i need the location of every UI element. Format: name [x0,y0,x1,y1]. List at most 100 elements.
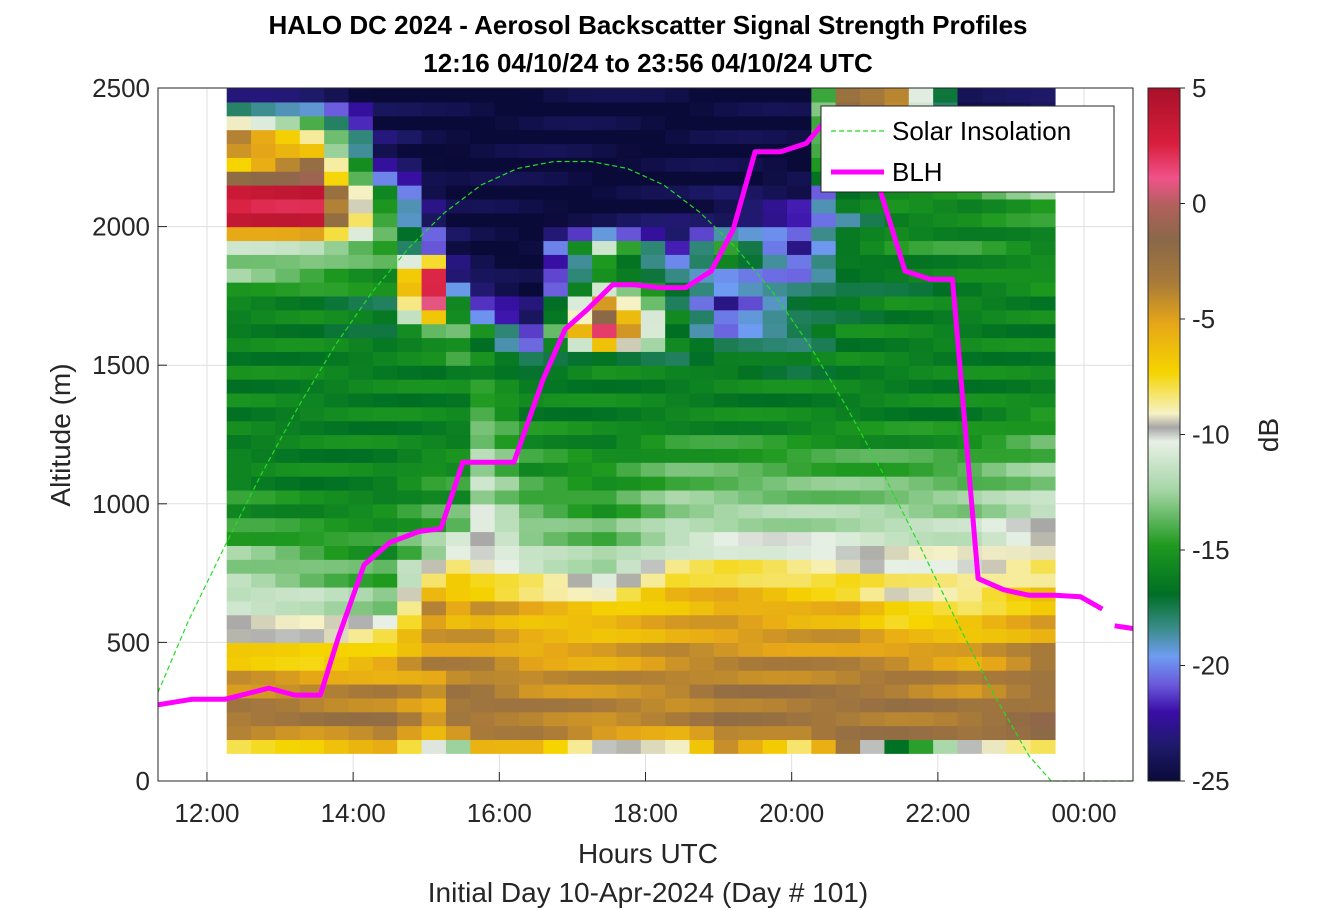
heatmap-cell [860,392,886,408]
heatmap-cell [689,185,715,200]
heatmap-cell [519,185,544,200]
heatmap-cell [592,725,618,741]
heatmap-cell [640,171,666,186]
heatmap-cell [543,476,569,491]
heatmap-cell [640,309,666,325]
heatmap-cell [519,600,544,616]
heatmap-cell [299,559,325,574]
heatmap-cell [957,711,983,727]
heatmap-cell [592,351,618,366]
heatmap-cell [908,697,934,713]
heatmap-cell [324,143,350,158]
heatmap-cell [1006,476,1032,491]
heatmap-cell [275,295,301,311]
heatmap-cell [786,683,812,699]
heatmap-cell [421,448,447,463]
heatmap-cell [324,503,350,519]
heatmap-cell [665,309,691,325]
heatmap-cell [372,143,398,158]
heatmap-cell [616,573,642,588]
heatmap-cell [738,295,764,311]
heatmap-cell [324,573,350,588]
heatmap-cell [494,129,520,145]
heatmap-cell [226,115,252,131]
heatmap-cell [616,517,642,533]
heatmap-cell [786,268,812,283]
heatmap-cell [519,309,544,325]
heatmap-cell [348,628,374,643]
heatmap-cell [1030,545,1056,560]
heatmap-cell [884,476,910,491]
heatmap-cell [616,143,642,158]
heatmap-cell [567,406,593,422]
heatmap-cell [592,683,618,699]
heatmap-cell [640,392,666,408]
heatmap-cell [494,586,520,602]
heatmap-cell [348,476,374,491]
heatmap-cell [933,254,959,269]
heatmap-cell [738,309,764,325]
heatmap-cell [640,129,666,145]
heatmap-cell [1006,697,1032,713]
heatmap-cell [957,670,983,685]
heatmap-cell [884,614,910,630]
heatmap-cell [640,531,666,546]
heatmap-cell [494,476,520,491]
heatmap-cell [762,240,788,255]
heatmap-cell [226,448,252,463]
heatmap-cell [786,573,812,588]
heatmap-cell [299,379,325,394]
heatmap-cell [470,323,496,339]
heatmap-cell [957,531,983,546]
heatmap-cell [226,628,252,643]
heatmap-cell [616,115,642,131]
heatmap-cell [860,476,886,491]
heatmap-cell [908,365,934,380]
heatmap-cell [689,503,715,519]
heatmap-cell [640,586,666,602]
heatmap-cell [494,503,520,519]
heatmap-cell [762,226,788,242]
heatmap-cell [421,614,447,630]
heatmap-cell [835,739,861,754]
heatmap-cell [494,351,520,366]
heatmap-cell [689,683,715,699]
heatmap-cell [397,656,423,671]
heatmap-cell [421,476,447,491]
heatmap-cell [397,351,423,366]
heatmap-cell [519,462,544,477]
heatmap-cell [1030,240,1056,255]
heatmap-cell [689,240,715,255]
heatmap-cell [445,295,471,311]
heatmap-cell [470,697,496,713]
heatmap-cell [519,351,544,366]
heatmap-cell [762,697,788,713]
heatmap-cell [519,683,544,699]
heatmap-cell [616,739,642,754]
heatmap-cell [251,240,277,255]
heatmap-cell [933,670,959,685]
heatmap-cell [543,434,569,449]
heatmap-cell [299,268,325,283]
heatmap-cell [738,725,764,741]
heatmap-cell [592,531,618,546]
heatmap-cell [762,88,788,103]
heatmap-cell [933,683,959,699]
heatmap-cell [1030,476,1056,491]
heatmap-cell [1030,295,1056,311]
heatmap-cell [592,489,618,505]
heatmap-cell [908,337,934,352]
heatmap-cell [275,171,301,186]
heatmap-cell [226,198,252,214]
heatmap-cell [811,420,837,436]
heatmap-cell [567,295,593,311]
heatmap-cell [275,226,301,242]
heatmap-cell [275,545,301,560]
heatmap-cell [348,268,374,283]
heatmap-cell [762,711,788,727]
heatmap-cell [567,434,593,449]
heatmap-cell [543,725,569,741]
heatmap-cell [397,697,423,713]
heatmap-cell [348,406,374,422]
heatmap-cell [786,392,812,408]
